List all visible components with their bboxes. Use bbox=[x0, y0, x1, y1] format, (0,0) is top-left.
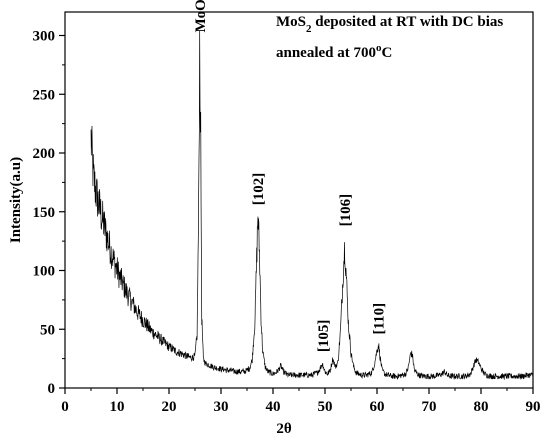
peak-label: MoO3 bbox=[193, 0, 209, 33]
x-axis-title: 2θ bbox=[276, 421, 292, 437]
y-tick-label: 300 bbox=[33, 29, 56, 45]
y-axis-title: Intensity(a.u) bbox=[8, 157, 24, 243]
x-tick-label: 10 bbox=[110, 399, 125, 415]
peak-label: [105] bbox=[316, 320, 332, 353]
x-tick-label: 40 bbox=[266, 399, 281, 415]
y-tick-label: 50 bbox=[40, 322, 55, 338]
chart-title-line: MoS2 deposited at RT with DC bias bbox=[276, 14, 503, 35]
series-line-0 bbox=[90, 30, 533, 381]
peak-label: [102] bbox=[251, 173, 267, 206]
x-tick-label: 0 bbox=[61, 399, 69, 415]
y-tick-label: 250 bbox=[33, 87, 56, 103]
peak-label: [106] bbox=[338, 194, 354, 227]
y-tick-label: 150 bbox=[33, 205, 56, 221]
x-tick-label: 60 bbox=[370, 399, 385, 415]
x-tick-label: 80 bbox=[474, 399, 489, 415]
chart-title-line: annealed at 700oC bbox=[276, 42, 392, 61]
x-tick-label: 90 bbox=[526, 399, 541, 415]
x-tick-label: 70 bbox=[422, 399, 437, 415]
axes: 0 10 20 30 40 50 60 70 80 90 0 50 100 150 200 250 300 2θ I… bbox=[8, 11, 541, 437]
x-tick-label: 50 bbox=[318, 399, 333, 415]
x-tick-label: 20 bbox=[162, 399, 177, 415]
plot-area bbox=[90, 30, 533, 381]
peak-label: [110] bbox=[372, 303, 388, 335]
plot-frame bbox=[64, 11, 534, 389]
y-tick-label: 0 bbox=[48, 381, 56, 397]
peak-annotations: MoO3 [102] [105] [106] [110] bbox=[193, 0, 387, 352]
y-tick-label: 100 bbox=[33, 264, 56, 280]
x-tick-label: 30 bbox=[214, 399, 229, 415]
chart-title-block: MoS2 deposited at RT with DC bias anneale… bbox=[276, 14, 503, 61]
y-tick-label: 200 bbox=[33, 146, 56, 162]
